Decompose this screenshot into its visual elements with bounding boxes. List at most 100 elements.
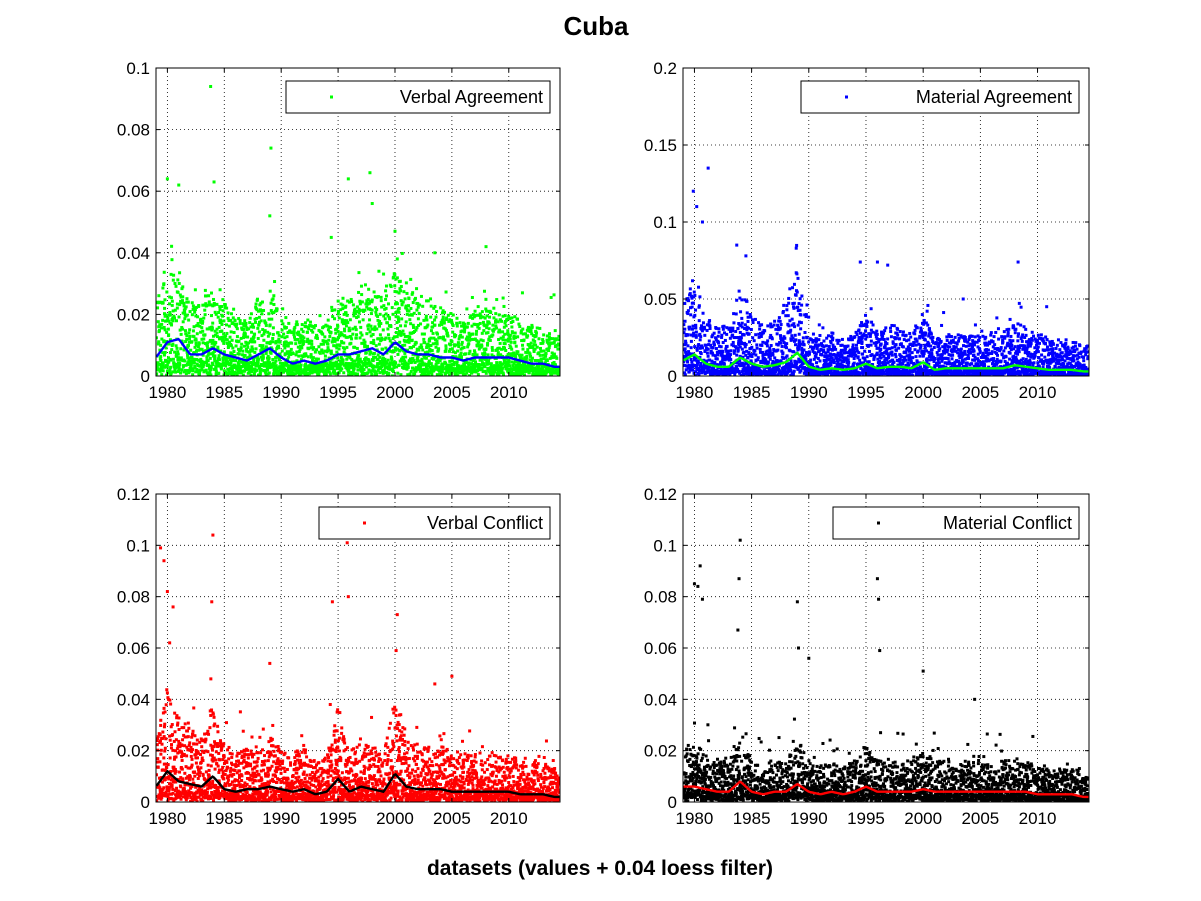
data-point: [242, 327, 246, 331]
data-point: [751, 318, 755, 322]
data-point: [165, 359, 169, 363]
data-point: [318, 314, 322, 318]
data-point: [158, 369, 162, 373]
data-point: [262, 338, 266, 342]
data-point: [281, 307, 285, 311]
data-point: [310, 371, 314, 375]
data-point: [220, 305, 224, 309]
data-point: [386, 314, 390, 318]
data-point: [791, 336, 795, 340]
data-point: [385, 294, 389, 298]
data-point: [309, 355, 313, 359]
data-point: [331, 336, 335, 340]
data-point: [273, 309, 277, 313]
data-point: [280, 335, 284, 339]
data-point: [790, 317, 794, 321]
data-point: [460, 324, 464, 328]
data-point: [449, 311, 453, 315]
data-point: [277, 358, 281, 362]
data-point: [544, 371, 548, 375]
data-point: [418, 345, 422, 349]
data-point: [540, 366, 544, 370]
data-point: [831, 338, 835, 342]
data-point: [196, 345, 200, 349]
data-point: [745, 299, 749, 303]
data-point: [533, 339, 537, 343]
data-point: [799, 327, 803, 331]
data-point: [862, 369, 866, 373]
data-point: [247, 362, 251, 366]
data-point: [765, 342, 769, 346]
data-point: [329, 235, 333, 239]
data-point: [849, 354, 853, 358]
data-point: [267, 361, 271, 365]
data-point: [207, 300, 211, 304]
data-point: [792, 306, 796, 310]
data-point: [219, 320, 223, 324]
data-point: [232, 373, 236, 376]
data-point: [289, 352, 293, 356]
data-point: [779, 341, 783, 345]
data-point: [376, 295, 380, 299]
data-point: [715, 350, 719, 354]
data-point: [397, 329, 401, 333]
data-point: [888, 367, 892, 371]
data-point: [463, 322, 467, 326]
data-point: [477, 326, 481, 330]
data-point: [841, 366, 845, 370]
data-point: [794, 338, 798, 342]
data-point: [777, 371, 781, 375]
data-point: [432, 306, 436, 310]
data-point: [260, 312, 264, 316]
data-point: [550, 373, 554, 376]
data-point: [171, 370, 175, 374]
data-point: [429, 297, 433, 301]
data-point: [801, 366, 805, 370]
data-point: [693, 374, 697, 376]
data-point: [174, 319, 178, 323]
data-point: [261, 328, 265, 332]
data-point: [345, 319, 349, 323]
data-point: [275, 307, 279, 311]
data-point: [462, 369, 466, 373]
data-point: [435, 342, 439, 346]
data-point: [798, 320, 802, 324]
data-point: [788, 330, 792, 334]
data-point: [459, 351, 463, 355]
data-point: [520, 353, 524, 357]
data-point: [283, 346, 287, 350]
data-point: [828, 361, 832, 365]
data-point: [362, 363, 366, 367]
data-point: [837, 339, 841, 343]
data-point: [791, 371, 795, 375]
data-point: [439, 321, 443, 325]
data-point: [830, 373, 834, 376]
data-point: [179, 347, 183, 351]
data-point: [865, 335, 869, 339]
data-point: [471, 366, 475, 370]
data-point: [449, 366, 453, 370]
data-point: [486, 367, 490, 371]
data-point: [361, 318, 365, 322]
data-point: [426, 364, 430, 368]
data-point: [771, 367, 775, 371]
data-point: [891, 341, 895, 345]
data-point: [156, 320, 160, 324]
data-point: [408, 372, 412, 376]
data-point: [735, 361, 739, 365]
data-point: [719, 345, 723, 349]
data-point: [317, 364, 321, 368]
data-point: [198, 372, 202, 376]
data-point: [471, 332, 475, 336]
data-point: [295, 320, 299, 324]
data-point: [355, 310, 359, 314]
data-point: [451, 350, 455, 354]
data-point: [338, 364, 342, 368]
data-point: [757, 335, 761, 339]
data-point: [557, 334, 560, 338]
data-point: [478, 363, 482, 367]
data-point: [868, 369, 872, 373]
data-point: [367, 301, 371, 305]
data-point: [500, 319, 504, 323]
data-point: [356, 315, 360, 319]
